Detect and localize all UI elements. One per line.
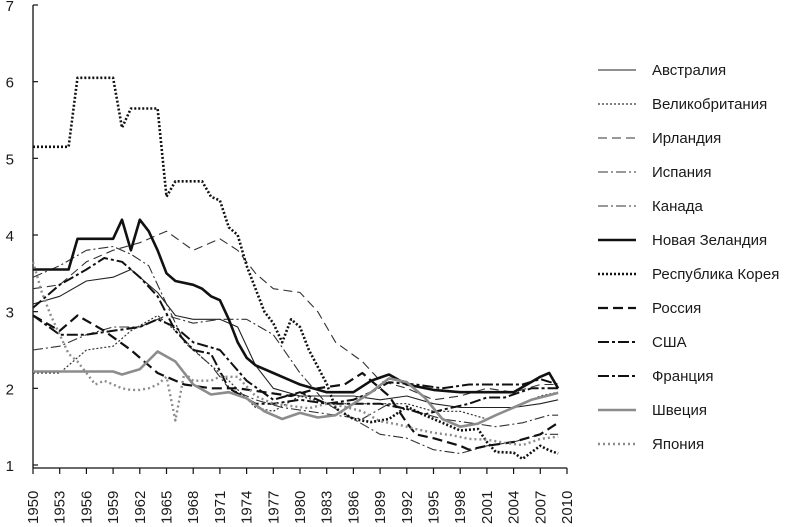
series-line-2 bbox=[33, 314, 559, 420]
y-tick-label: 6 bbox=[6, 75, 14, 92]
legend-label: Новая Зеландия bbox=[652, 232, 767, 249]
legend-label: Франция bbox=[652, 368, 713, 385]
y-tick-label: 5 bbox=[6, 151, 14, 168]
series-line-11 bbox=[33, 350, 559, 429]
y-tick-label: 7 bbox=[6, 0, 14, 15]
x-tick-label: 2001 bbox=[479, 491, 496, 524]
x-axis-ticks: 1950 1953 1956 1959 1962 1965 1968 1971 1974 1977… bbox=[25, 468, 576, 524]
y-tick-label: 2 bbox=[6, 381, 14, 398]
x-tick-label: 1950 bbox=[25, 491, 42, 524]
x-tick-label: 1953 bbox=[52, 491, 69, 524]
series-line-1 bbox=[32, 268, 559, 409]
series-line-7 bbox=[33, 76, 559, 461]
x-tick-label: 2010 bbox=[559, 491, 576, 524]
y-tick-label: 3 bbox=[6, 305, 14, 322]
legend-label: Испания bbox=[652, 164, 712, 181]
series-line-8 bbox=[32, 314, 559, 451]
x-tick-label: 1959 bbox=[105, 491, 122, 524]
x-tick-label: 1956 bbox=[78, 491, 95, 524]
x-tick-label: 1974 bbox=[239, 491, 256, 524]
series-line-4 bbox=[32, 314, 559, 455]
x-tick-label: 2007 bbox=[532, 491, 549, 524]
x-tick-label: 1968 bbox=[185, 491, 202, 524]
legend-label: Ирландия bbox=[652, 130, 721, 147]
legend-label: Республика Корея bbox=[652, 266, 779, 283]
x-tick-label: 1977 bbox=[265, 491, 282, 524]
x-tick-label: 1971 bbox=[212, 491, 229, 524]
legend-label: Канада bbox=[652, 198, 703, 215]
x-tick-label: 1983 bbox=[319, 491, 336, 524]
series-line-12 bbox=[31, 261, 559, 447]
legend-label: США bbox=[652, 334, 687, 351]
x-tick-label: 1962 bbox=[132, 491, 149, 524]
series-line-9 bbox=[32, 257, 559, 405]
series-line-3 bbox=[32, 230, 559, 401]
x-tick-label: 1980 bbox=[292, 491, 309, 524]
x-tick-label: 1986 bbox=[345, 491, 362, 524]
y-axis-ticks: 1 2 3 4 5 6 7 bbox=[6, 0, 38, 475]
legend-label: Япония bbox=[652, 436, 704, 453]
legend-label: Австралия bbox=[652, 62, 726, 79]
y-tick-label: 1 bbox=[6, 458, 14, 475]
series-line-6 bbox=[33, 218, 560, 394]
x-tick-label: 2004 bbox=[506, 491, 523, 524]
legend-label: Великобритания bbox=[652, 96, 767, 113]
legend: Австралия Великобритания Ирландия Испания Ка… bbox=[598, 62, 779, 453]
legend-label: Россия bbox=[652, 300, 701, 317]
x-tick-label: 1965 bbox=[159, 491, 176, 524]
series-line-10 bbox=[32, 314, 559, 416]
x-tick-label: 1992 bbox=[399, 491, 416, 524]
x-tick-label: 1998 bbox=[452, 491, 469, 524]
series-layer bbox=[31, 76, 560, 461]
legend-label: Швеция bbox=[652, 402, 707, 419]
x-tick-label: 1995 bbox=[426, 491, 443, 524]
x-tick-label: 1989 bbox=[372, 491, 389, 524]
y-tick-label: 4 bbox=[6, 228, 14, 245]
